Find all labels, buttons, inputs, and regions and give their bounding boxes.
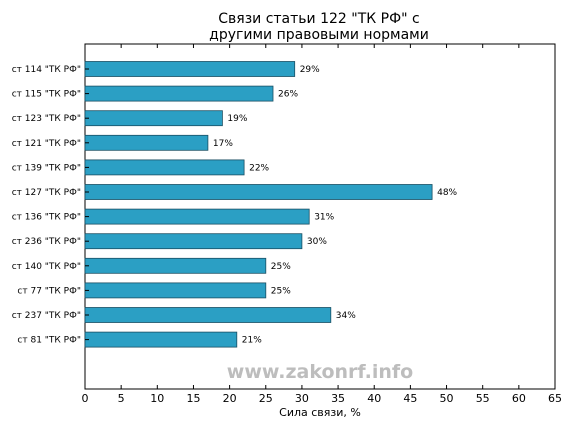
bar: [84, 159, 245, 176]
value-label: 25%: [271, 262, 291, 272]
bar: [84, 184, 433, 200]
value-label: 19%: [227, 114, 247, 124]
value-label: 21%: [242, 336, 262, 346]
x-axis-label: Сила связи, %: [279, 406, 361, 419]
x-tick-label: 35: [331, 392, 345, 405]
watermark: www.zakonrf.info: [227, 361, 413, 383]
category-label: ст 81 "ТК РФ": [17, 336, 81, 346]
category-labels: ст 114 "ТК РФ" ст 115 "ТК РФ" ст 123 "ТК Р…: [12, 65, 89, 346]
value-label: 48%: [437, 188, 457, 198]
chart-title-line-2: другими правовыми нормами: [209, 27, 429, 43]
x-tick-label: 45: [403, 392, 417, 405]
bars-layer: [84, 61, 433, 348]
x-tick-label: 10: [150, 392, 164, 405]
bar: [84, 110, 223, 127]
x-tick-label: 60: [512, 392, 526, 405]
category-label: ст 115 "ТК РФ": [12, 90, 81, 100]
value-labels: 29% 26% 19% 17% 22% 48% 31% 30% 25% 25% 34% 21%: [213, 65, 458, 346]
category-label: ст 139 "ТК РФ": [12, 163, 81, 173]
x-tick-label: 20: [223, 392, 237, 405]
value-label: 22%: [249, 163, 269, 173]
value-label: 17%: [213, 139, 233, 149]
value-label: 25%: [271, 286, 291, 296]
bar: [84, 233, 303, 250]
value-label: 34%: [336, 311, 356, 321]
bar: [84, 208, 310, 225]
value-label: 31%: [314, 213, 334, 223]
bar: [84, 331, 238, 348]
value-label: 30%: [307, 237, 327, 247]
x-tick-label: 15: [186, 392, 200, 405]
value-label: 26%: [278, 90, 298, 100]
bar: [84, 282, 267, 299]
x-tick-label: 50: [440, 392, 454, 405]
x-tick-label: 30: [295, 392, 309, 405]
x-axis-ticks: 0 5 10 15 20 25 30 35 40 45 50 55 60 65: [82, 44, 562, 405]
bar: [84, 307, 332, 323]
x-tick-label: 25: [259, 392, 273, 405]
bar: [84, 134, 209, 151]
category-label: ст 114 "ТК РФ": [12, 65, 81, 75]
x-tick-label: 5: [118, 392, 125, 405]
category-label: ст 136 "ТК РФ": [12, 213, 81, 223]
category-label: ст 237 "ТК РФ": [12, 311, 81, 321]
chart-title-line-1: Связи статьи 122 "ТК РФ" с: [218, 11, 419, 27]
x-tick-label: 40: [367, 392, 381, 405]
category-label: ст 236 "ТК РФ": [12, 237, 81, 247]
x-tick-label: 0: [82, 392, 89, 405]
bar: [84, 61, 296, 77]
value-label: 29%: [300, 65, 320, 75]
category-label: ст 123 "ТК РФ": [12, 114, 81, 124]
category-label: ст 127 "ТК РФ": [12, 188, 81, 198]
category-label: ст 121 "ТК РФ": [12, 139, 81, 149]
bar: [84, 257, 267, 274]
category-label: ст 77 "ТК РФ": [17, 286, 81, 296]
x-tick-label: 55: [476, 392, 490, 405]
x-tick-label: 65: [548, 392, 562, 405]
category-label: ст 140 "ТК РФ": [12, 262, 81, 272]
bar: [84, 85, 274, 102]
